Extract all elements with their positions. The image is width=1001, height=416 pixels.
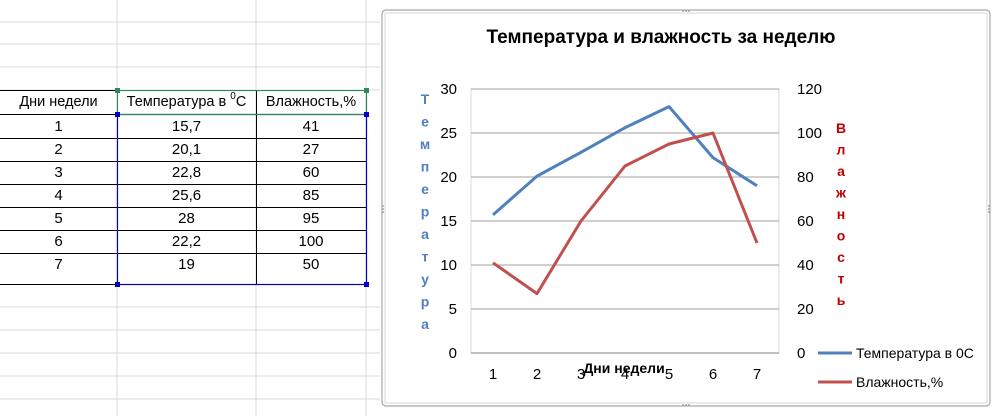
cell-temperature[interactable]: 22,8	[171, 164, 202, 181]
header-humidity[interactable]: Влажность,%	[265, 94, 357, 110]
header-temperature-label: Температура в	[126, 94, 231, 110]
left-axis-title: Температура	[420, 91, 430, 332]
cell-day[interactable]: 2	[54, 141, 63, 158]
legend-entry: Влажность,%	[856, 374, 943, 390]
right-axis-ticks: 0 20 40 60 80 100 120	[797, 81, 822, 362]
chart-gridlines	[471, 88, 779, 354]
left-tick-label: 30	[440, 81, 457, 98]
left-axis-title-letter: а	[421, 316, 429, 332]
left-axis-title-letter: Т	[421, 91, 430, 107]
cell-humidity[interactable]: 85	[302, 187, 320, 204]
right-axis-title-letter: В	[836, 120, 846, 136]
right-axis-title-letter: т	[838, 271, 845, 287]
x-axis-ticks: 1 2 3 4 5 6 7	[489, 366, 761, 383]
cell-day[interactable]: 1	[54, 118, 63, 135]
cell-day[interactable]: 7	[54, 256, 63, 273]
cell-temperature[interactable]: 15,7	[171, 118, 202, 135]
left-axis-title-letter: а	[421, 226, 429, 242]
degree-superscript: 0	[230, 91, 236, 102]
left-tick-label: 0	[449, 345, 457, 362]
cell-temperature[interactable]: 19	[178, 256, 195, 273]
left-tick-label: 15	[440, 213, 457, 230]
right-axis-title-letter: с	[837, 249, 845, 265]
cell-humidity[interactable]: 27	[302, 141, 320, 158]
right-axis-title-letter: л	[837, 142, 846, 158]
right-tick-label: 80	[797, 169, 814, 186]
x-tick-label: 2	[533, 366, 541, 383]
right-axis-title: Влажность	[835, 120, 847, 308]
left-axis-title-letter: м	[420, 136, 430, 152]
x-tick-label: 1	[489, 366, 497, 383]
cell-day[interactable]: 3	[54, 164, 63, 181]
right-axis-title-letter: н	[837, 206, 845, 222]
cell-day[interactable]: 5	[54, 210, 63, 227]
right-tick-label: 60	[797, 213, 814, 230]
table-borders	[0, 90, 368, 286]
left-tick-label: 10	[440, 257, 457, 274]
humidity-series-line	[492, 131, 759, 296]
chart-resize-dots[interactable]	[382, 10, 990, 406]
legend[interactable]: Температура в 0С Влажность,%	[818, 345, 974, 390]
right-axis-title-letter: а	[837, 163, 845, 179]
right-axis-title-letter: о	[837, 228, 846, 244]
right-tick-label: 0	[797, 345, 805, 362]
cell-temperature[interactable]: 28	[178, 210, 195, 227]
left-tick-label: 20	[440, 169, 457, 186]
right-tick-label: 20	[797, 301, 814, 318]
cell-temperature[interactable]: 25,6	[171, 187, 202, 204]
cell-humidity[interactable]: 100	[298, 233, 324, 250]
legend-entry: Температура в 0С	[856, 345, 974, 361]
left-axis-title-letter: р	[421, 294, 430, 310]
left-tick-label: 25	[440, 125, 457, 142]
chart-title: Температура и влажность за неделю	[487, 27, 836, 48]
cell-humidity[interactable]: 50	[302, 256, 320, 273]
selection-handle[interactable]	[115, 88, 120, 93]
selection-handle[interactable]	[115, 112, 120, 117]
cell-day[interactable]: 6	[54, 233, 63, 250]
left-axis-ticks: 0 5 10 15 20 25 30	[440, 81, 457, 362]
right-tick-label: 40	[797, 257, 814, 274]
chart-area[interactable]: Температура и влажность за неделю 051015…	[381, 9, 991, 407]
x-tick-label: 7	[753, 366, 761, 383]
cell-humidity[interactable]: 60	[302, 164, 320, 181]
header-days[interactable]: Дни недели	[19, 94, 98, 110]
cell-day[interactable]: 4	[54, 187, 63, 204]
left-axis-title-letter: п	[421, 159, 429, 175]
right-tick-label: 120	[797, 81, 822, 98]
left-axis-title-letter: у	[421, 271, 429, 287]
cell-humidity[interactable]: 95	[302, 210, 320, 227]
selection-handle[interactable]	[364, 88, 369, 93]
x-tick-label: 6	[709, 366, 717, 383]
x-tick-label: 3	[577, 366, 585, 383]
series-lines	[492, 105, 759, 296]
left-axis-title-letter: е	[421, 181, 429, 197]
cell-temperature[interactable]: 22,2	[171, 233, 202, 250]
left-tick-label: 5	[449, 301, 457, 318]
right-axis-title-letter: ь	[837, 292, 846, 308]
right-axis-title-letter: ж	[835, 185, 847, 201]
selection-handle[interactable]	[364, 282, 369, 287]
degree-unit: C	[235, 94, 247, 110]
chart-inner-frame	[384, 12, 988, 404]
x-tick-label: 5	[665, 366, 673, 383]
selection-handle[interactable]	[115, 282, 120, 287]
right-tick-label: 100	[797, 125, 822, 142]
left-axis-title-letter: р	[421, 204, 430, 220]
left-axis-title-letter: е	[421, 114, 429, 130]
temperature-series-line	[492, 105, 758, 216]
cell-temperature[interactable]: 20,1	[171, 141, 202, 158]
cell-humidity[interactable]: 41	[302, 118, 320, 135]
x-axis-title: Дни недели	[583, 360, 664, 376]
selection-handle[interactable]	[364, 112, 369, 117]
x-tick-label: 4	[621, 366, 629, 383]
left-axis-title-letter: т	[422, 249, 429, 265]
header-temperature[interactable]: Температура в 0C	[117, 91, 256, 114]
